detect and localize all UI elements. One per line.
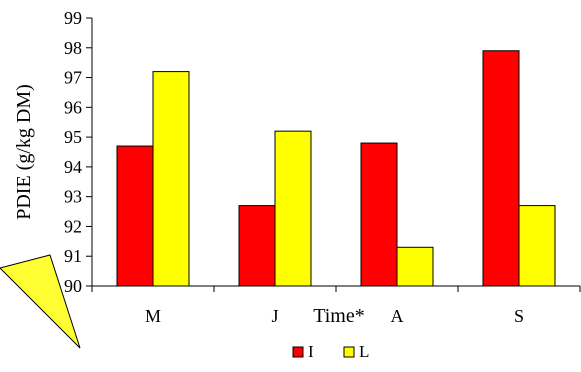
bar-l-s xyxy=(518,205,556,287)
legend-swatch-i xyxy=(292,346,304,358)
x-tick-label: S xyxy=(514,306,524,326)
y-axis-ticks: 90 91 92 93 94 95 96 97 98 99 xyxy=(64,8,92,296)
bar-i-m xyxy=(116,145,154,287)
bar-i-a xyxy=(360,142,398,287)
bar-i-s xyxy=(482,50,520,287)
x-axis-label: Time* xyxy=(313,305,365,327)
y-tick-label: 95 xyxy=(64,127,82,147)
y-tick-label: 93 xyxy=(64,187,82,207)
y-axis-label: PDIE (g/kg DM) xyxy=(13,84,35,220)
bars-group xyxy=(116,50,556,287)
y-tick-label: 92 xyxy=(64,216,82,236)
callout-pointer-shape xyxy=(0,254,81,349)
bar-i-j xyxy=(238,205,276,287)
y-tick-label: 90 xyxy=(64,276,82,296)
x-tick-label: M xyxy=(145,306,161,326)
y-tick-label: 96 xyxy=(64,97,82,117)
bar-l-j xyxy=(274,130,312,287)
legend-label-i: I xyxy=(308,342,314,361)
y-tick-label: 97 xyxy=(64,68,82,88)
x-tick-label: J xyxy=(271,306,278,326)
y-tick-label: 91 xyxy=(64,246,82,266)
legend-label-l: L xyxy=(359,342,369,361)
y-tick-label: 94 xyxy=(64,157,82,177)
y-tick-label: 98 xyxy=(64,38,82,58)
x-tick-label: A xyxy=(391,306,404,326)
bar-l-a xyxy=(396,246,434,287)
y-tick-label: 99 xyxy=(64,8,82,28)
legend-swatch-l xyxy=(343,346,355,358)
bar-l-m xyxy=(152,71,190,287)
